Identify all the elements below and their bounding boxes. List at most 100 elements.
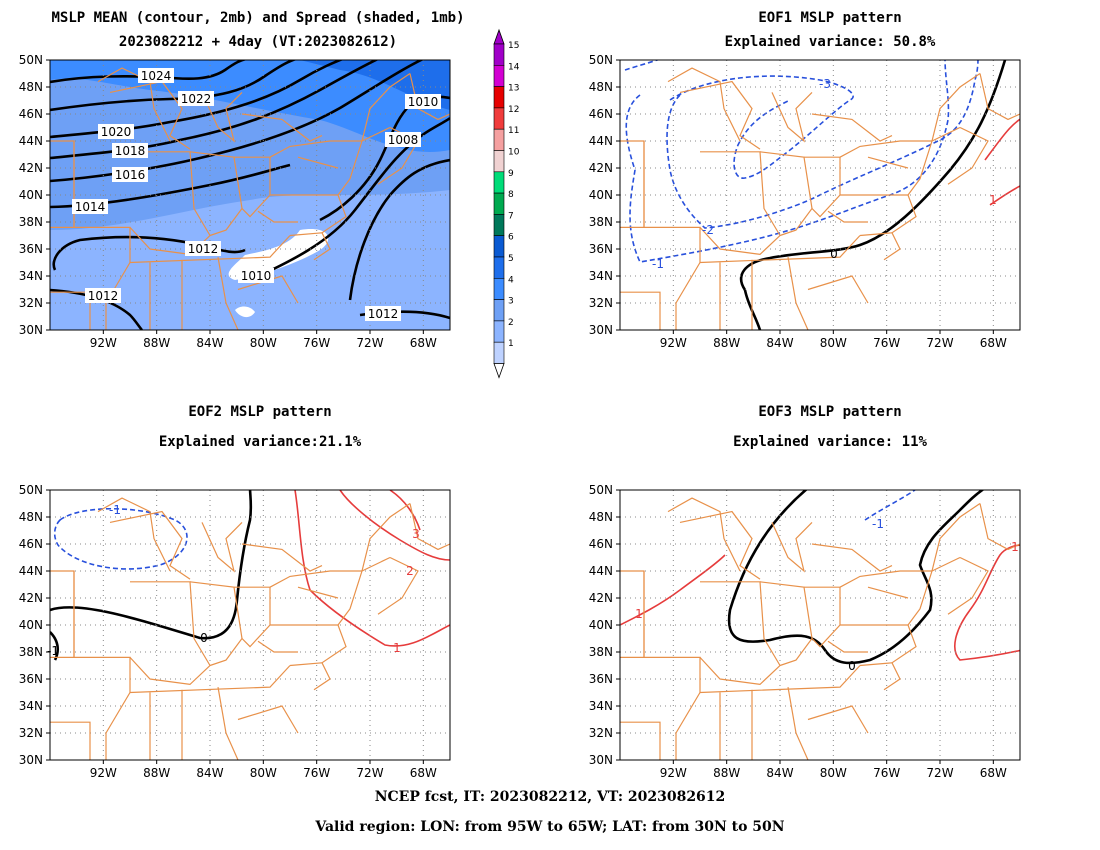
- y-tick-label: 38N: [19, 215, 43, 229]
- state-boundary: [827, 640, 868, 653]
- state-boundary: [947, 126, 989, 185]
- state-boundary: [699, 581, 781, 686]
- y-tick-label: 32N: [589, 726, 613, 740]
- contour-label: 1022: [181, 92, 212, 106]
- state-boundary: [189, 581, 243, 667]
- contour-label: 3: [412, 527, 420, 541]
- state-boundary: [979, 503, 1020, 551]
- state-boundary: [50, 721, 91, 760]
- state-boundary: [237, 275, 299, 304]
- y-tick-label: 44N: [589, 134, 613, 148]
- state-boundary: [620, 291, 661, 330]
- colorbar-max-arrow: [493, 28, 505, 45]
- x-tick-label: 88W: [143, 766, 170, 780]
- state-boundary: [699, 665, 861, 694]
- x-tick-label: 72W: [356, 336, 383, 350]
- y-tick-label: 40N: [19, 618, 43, 632]
- x-tick-label: 84W: [196, 336, 223, 350]
- y-tick-label: 40N: [19, 188, 43, 202]
- state-boundary: [931, 503, 981, 572]
- state-boundary: [787, 256, 809, 330]
- x-tick-label: 68W: [410, 766, 437, 780]
- x-tick-label: 80W: [820, 766, 847, 780]
- colorbar-swatch: [493, 65, 505, 87]
- state-boundary: [241, 113, 323, 142]
- contour-label: 1008: [388, 133, 419, 147]
- state-boundary: [217, 256, 239, 330]
- panel-map-1: [50, 60, 450, 330]
- contour-label: -1: [652, 257, 664, 271]
- y-tick-label: 32N: [19, 726, 43, 740]
- colorbar-swatch: [493, 192, 505, 215]
- x-tick-label: 80W: [250, 766, 277, 780]
- colorbar-min-arrow: [493, 363, 505, 379]
- state-boundary: [667, 497, 741, 572]
- colorbar-label: 9: [508, 169, 514, 179]
- mean-panel-subtitle: 2023082212 + 4day (VT:2023082612): [118, 34, 398, 50]
- state-boundary: [129, 235, 291, 264]
- state-boundary: [840, 126, 961, 196]
- x-tick-label: 68W: [980, 336, 1007, 350]
- eof3-contours: [620, 490, 1020, 665]
- state-boundary: [807, 275, 869, 304]
- panel-map-4: [620, 490, 1020, 760]
- y-tick-label: 46N: [589, 537, 613, 551]
- y-tick-label: 30N: [589, 753, 613, 767]
- eof2-panel-subtitle: Explained variance:21.1%: [158, 434, 362, 450]
- contour-label: 1010: [241, 269, 272, 283]
- state-boundary: [234, 586, 271, 648]
- contour-label: 1024: [141, 69, 172, 83]
- state-boundary: [129, 665, 291, 694]
- y-tick-label: 30N: [19, 753, 43, 767]
- state-boundary: [771, 521, 813, 573]
- x-tick-label: 80W: [820, 336, 847, 350]
- colorbar-swatch: [493, 86, 505, 109]
- state-boundary: [643, 571, 701, 760]
- colorbar-label: 12: [508, 105, 519, 115]
- eof3-panel-title: EOF3 MSLP pattern: [758, 404, 902, 420]
- colorbar-label: 6: [508, 233, 514, 243]
- state-boundary: [811, 113, 893, 142]
- y-tick-label: 42N: [589, 161, 613, 175]
- y-tick-label: 46N: [19, 537, 43, 551]
- colorbar-label: 15: [508, 41, 519, 51]
- colorbar-label: 5: [508, 254, 514, 264]
- mean-panel-title: MSLP MEAN (contour, 2mb) and Spread (sha…: [51, 10, 465, 26]
- contour-label: 1014: [75, 200, 106, 214]
- state-boundary: [241, 543, 323, 572]
- state-boundary: [827, 210, 868, 223]
- colorbar-swatch: [493, 299, 505, 322]
- colorbar-swatch: [493, 341, 505, 364]
- y-tick-label: 40N: [589, 188, 613, 202]
- state-boundary: [771, 91, 813, 143]
- y-tick-label: 38N: [19, 645, 43, 659]
- state-boundary: [409, 503, 450, 551]
- colorbar-label: 4: [508, 275, 514, 285]
- contour-label: -1: [47, 644, 59, 658]
- y-tick-label: 50N: [19, 53, 43, 67]
- x-tick-label: 88W: [713, 766, 740, 780]
- y-tick-label: 34N: [19, 699, 43, 713]
- y-tick-label: 44N: [19, 134, 43, 148]
- y-tick-label: 38N: [589, 215, 613, 229]
- state-boundary: [289, 662, 323, 667]
- contour-label: 0: [200, 631, 208, 645]
- y-tick-label: 42N: [19, 591, 43, 605]
- footer-line-2: Valid region: LON: from 95W to 65W; LAT:…: [315, 819, 785, 835]
- state-boundary: [699, 235, 861, 264]
- y-tick-label: 32N: [589, 296, 613, 310]
- x-tick-label: 76W: [873, 336, 900, 350]
- state-boundary: [269, 140, 362, 158]
- colorbar-swatch: [493, 43, 505, 66]
- state-boundary: [839, 140, 932, 158]
- state-boundary: [289, 232, 323, 237]
- y-tick-label: 50N: [589, 483, 613, 497]
- state-boundary: [201, 91, 243, 143]
- colorbar-swatch: [493, 214, 505, 236]
- state-boundary: [859, 232, 893, 237]
- state-boundary: [840, 556, 961, 626]
- x-tick-label: 84W: [766, 336, 793, 350]
- y-tick-label: 34N: [589, 699, 613, 713]
- contour-labels: 1024 1022 1020 1018 1016 1014 1012 1010 …: [47, 68, 1019, 673]
- contour-label: 1: [989, 193, 997, 207]
